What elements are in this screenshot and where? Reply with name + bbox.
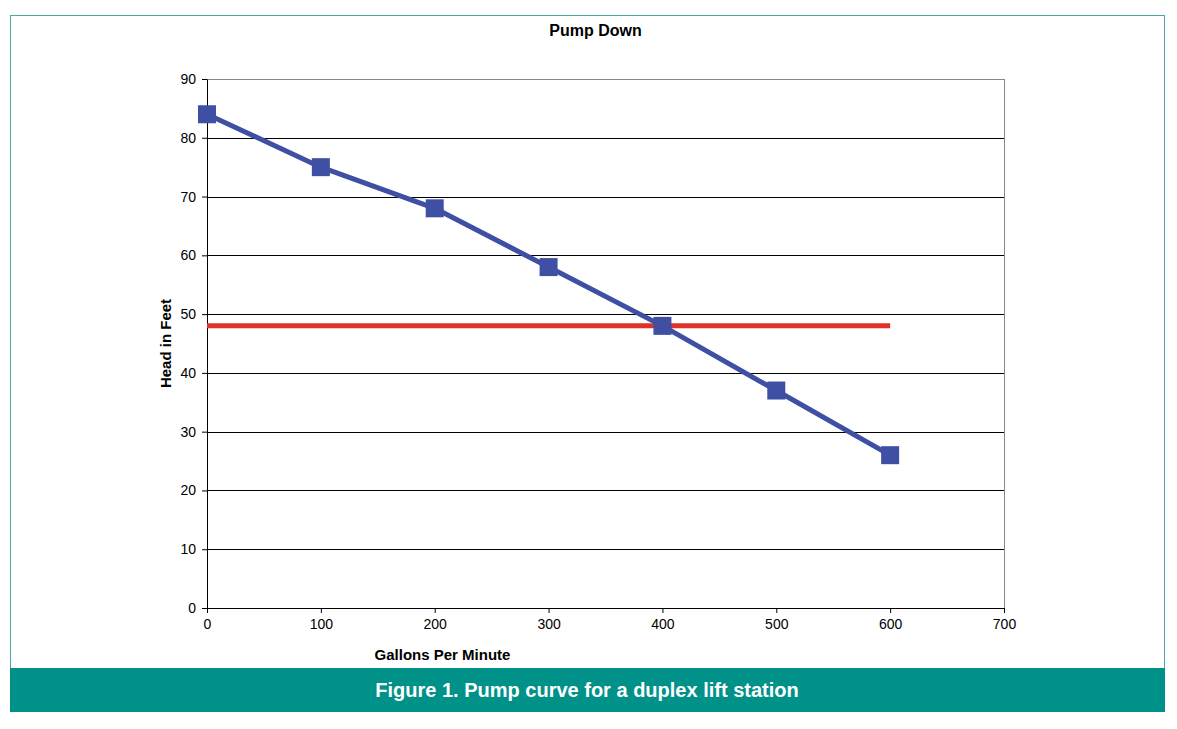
tick-mark	[776, 608, 777, 613]
axis-line	[207, 80, 208, 609]
tick-label: 200	[424, 616, 448, 632]
tick-label: 80	[180, 130, 196, 146]
series-line	[207, 323, 890, 328]
tick: 60	[180, 247, 207, 263]
grid-line	[207, 549, 1004, 550]
y-axis-title: Head in Feet	[157, 299, 174, 388]
tick-mark	[202, 255, 207, 256]
grid-line	[207, 608, 1004, 609]
tick-label: 70	[180, 189, 196, 205]
plot-frame	[208, 80, 1005, 609]
chart: 0 100 200 300 400 500 600 700 0 10 20 30 40 50 60 70 80 9…	[0, 0, 1177, 729]
caption-banner	[10, 668, 1165, 712]
tick-mark	[202, 373, 207, 374]
tick: 30	[180, 424, 207, 440]
tick: 20	[180, 482, 207, 498]
tick-mark	[202, 138, 207, 139]
outer-frame	[11, 16, 1165, 712]
grid	[207, 80, 1004, 609]
tick-label: 0	[188, 600, 196, 616]
plot-area	[198, 105, 899, 464]
tick: 80	[180, 130, 207, 146]
tick-label: 100	[310, 616, 334, 632]
marker	[312, 158, 330, 176]
marker	[767, 382, 785, 400]
axis-line	[208, 608, 1005, 609]
tick-mark	[202, 549, 207, 550]
grid-line	[207, 255, 1004, 256]
marker	[653, 317, 671, 335]
tick: 300	[537, 608, 561, 632]
tick: 500	[765, 608, 789, 632]
tick: 0	[204, 608, 212, 632]
tick: 40	[180, 365, 207, 381]
y-axis: 0 10 20 30 40 50 60 70 80 90	[180, 71, 207, 616]
tick-mark	[202, 490, 207, 491]
marker	[426, 199, 444, 217]
grid-line	[207, 197, 1004, 198]
grid-line	[207, 314, 1004, 315]
tick: 0	[188, 600, 207, 616]
tick-mark	[202, 79, 207, 80]
tick-label: 300	[537, 616, 561, 632]
marker	[881, 446, 899, 464]
marker	[540, 258, 558, 276]
tick: 70	[180, 189, 207, 205]
tick: 100	[310, 608, 334, 632]
tick-label: 30	[180, 424, 196, 440]
tick-label: 0	[204, 616, 212, 632]
tick-mark	[435, 608, 436, 613]
marker	[198, 105, 216, 123]
grid-line	[207, 138, 1004, 139]
tick-label: 400	[651, 616, 675, 632]
tick-mark	[202, 432, 207, 433]
tick-mark	[549, 608, 550, 613]
tick-mark	[202, 608, 207, 609]
tick: 10	[180, 541, 207, 557]
tick-mark	[207, 608, 208, 613]
tick: 200	[424, 608, 448, 632]
tick-label: 50	[180, 306, 196, 322]
tick-mark	[890, 608, 891, 613]
tick-label: 20	[180, 482, 196, 498]
caption: Figure 1. Pump curve for a duplex lift s…	[375, 679, 798, 701]
tick: 600	[879, 608, 903, 632]
tick-label: 600	[879, 616, 903, 632]
tick-mark	[202, 197, 207, 198]
x-axis: 0 100 200 300 400 500 600 700	[204, 608, 1017, 632]
tick: 700	[993, 608, 1017, 632]
tick-label: 700	[993, 616, 1017, 632]
tick-label: 60	[180, 247, 196, 263]
title: Pump Down	[549, 22, 641, 39]
tick: 50	[180, 306, 207, 322]
tick-label: 40	[180, 365, 196, 381]
tick-label: 10	[180, 541, 196, 557]
x-axis-title: Gallons Per Minute	[375, 646, 511, 663]
grid-line	[207, 432, 1004, 433]
tick-label: 90	[180, 71, 196, 87]
tick-mark	[662, 608, 663, 613]
tick-mark	[1004, 608, 1005, 613]
grid-line	[207, 373, 1004, 374]
grid-line	[207, 490, 1004, 491]
tick-mark	[202, 314, 207, 315]
tick-mark	[321, 608, 322, 613]
tick-label: 500	[765, 616, 789, 632]
tick: 400	[651, 608, 675, 632]
series-line	[207, 114, 890, 455]
tick: 90	[180, 71, 207, 87]
